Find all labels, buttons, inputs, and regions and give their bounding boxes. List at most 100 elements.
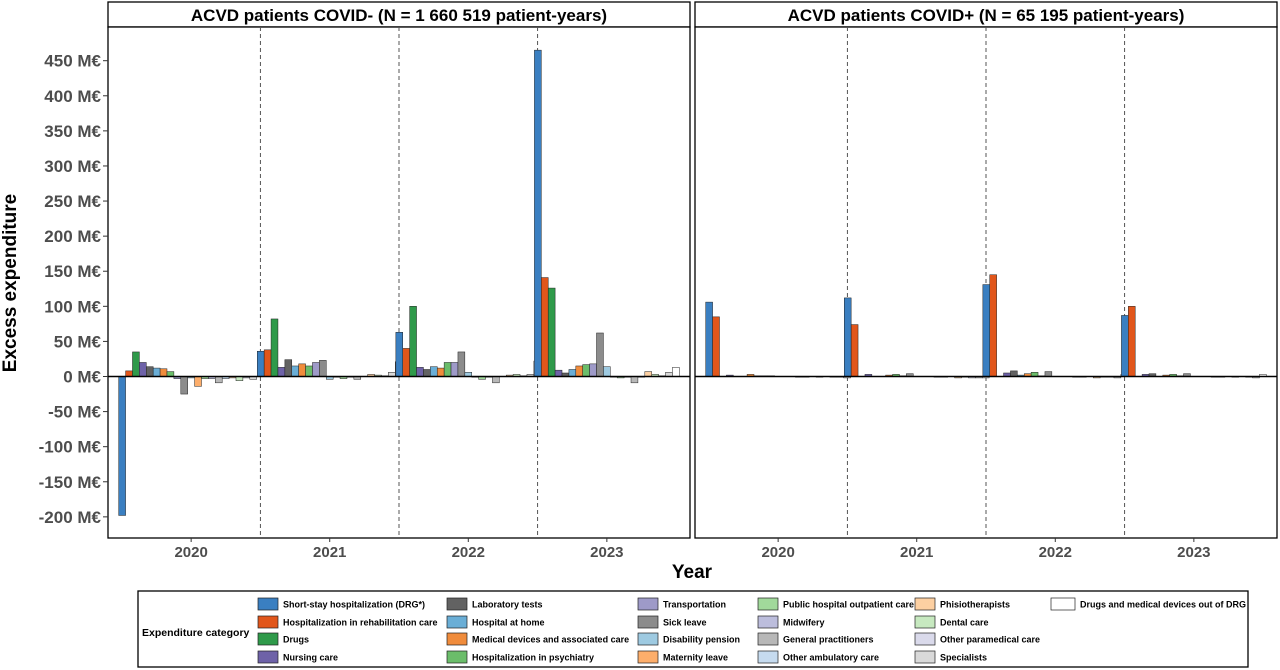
panel-1: ACVD patients COVID- (N = 1 660 519 pati…	[107, 1, 691, 561]
legend-swatch	[637, 615, 659, 629]
y-tick-label: 450 M€	[44, 52, 101, 71]
legend-entry: Laboratory tests	[446, 597, 543, 611]
y-tick-label: 250 M€	[44, 192, 101, 211]
bar-medical-devices-and-associated-care	[298, 363, 306, 377]
bar-sick-leave	[319, 360, 327, 377]
bar-medical-devices-and-associated-care	[159, 368, 168, 377]
legend-swatch	[446, 597, 468, 611]
y-tick-label: -200 M€	[39, 508, 102, 527]
legend-label: Public hospital outpatient care	[783, 600, 914, 610]
legend-swatch	[257, 650, 279, 664]
legend-swatch	[257, 632, 279, 646]
y-axis: -200 M€ -150 M€ -100 M€ -50 M€ 0 M€ 50 M€ 100 …	[39, 52, 108, 527]
legend-swatch	[914, 632, 936, 646]
legend-entry: Transportation	[637, 597, 726, 611]
bar-hospitalization-in-rehabilitation-care	[1128, 306, 1136, 377]
bar-hospitalization-in-rehabilitation-care	[989, 274, 997, 377]
legend-label: Drugs	[283, 635, 309, 645]
bar-hospitalization-in-psychiatry	[582, 364, 590, 377]
legend-title: Expenditure category	[142, 627, 250, 639]
legend-entry: Drugs and medical devices out of DRG	[1050, 597, 1246, 611]
panel-title: ACVD patients COVID+ (N = 65 195 patient…	[788, 6, 1185, 25]
bar-hospitalization-in-psychiatry	[166, 371, 175, 377]
x-tick-label: 2020	[761, 544, 794, 561]
bar-transportation	[450, 362, 459, 377]
bar-hospitalization-in-rehabilitation-care	[263, 349, 272, 377]
legend-swatch	[446, 632, 468, 646]
bar-medical-devices-and-associated-care	[436, 367, 445, 377]
y-tick-label: 0 M€	[63, 368, 101, 387]
y-tick-label: 400 M€	[44, 87, 101, 106]
legend-label: General practitioners	[783, 635, 874, 645]
legend-entry: Medical devices and associated care	[446, 632, 629, 646]
legend-label: Other paramedical care	[940, 635, 1040, 645]
legend-swatch	[914, 615, 936, 629]
y-tick-label: -100 M€	[39, 438, 102, 457]
legend-entry: Hospital at home	[446, 615, 545, 629]
bar-short-stay-hospitalization-drg-	[705, 301, 713, 377]
legend-label: Hospitalization in psychiatry	[472, 653, 594, 663]
legend-label: Midwifery	[783, 618, 825, 628]
x-tick-label: 2023	[590, 544, 623, 561]
bar-phisiotherapists	[644, 371, 652, 377]
y-tick-label: -50 M€	[48, 403, 101, 422]
bar-short-stay-hospitalization-drg-	[982, 284, 990, 377]
legend-label: Disability pension	[663, 635, 740, 645]
bar-hospitalization-in-rehabilitation-care	[125, 370, 133, 377]
bar-general-practitioners	[492, 376, 500, 384]
legend-entry: Hospitalization in rehabilitation care	[257, 615, 438, 629]
legend: Expenditure category Short-stay hospitali…	[137, 590, 1249, 668]
legend-swatch	[757, 597, 779, 611]
bar-group-2021	[257, 318, 403, 380]
legend-entry: Other ambulatory care	[757, 650, 879, 664]
bar-drugs-and-medical-devices-out-of-drg	[672, 367, 680, 377]
bar-group-2020	[118, 351, 264, 516]
legend-entry: Nursing care	[257, 650, 338, 664]
legend-swatch	[257, 615, 279, 629]
bar-sick-leave	[596, 332, 604, 377]
bar-nursing-care	[416, 367, 424, 377]
legend-swatch	[757, 615, 779, 629]
legend-entry: Maternity leave	[637, 650, 728, 664]
x-tick-label: 2020	[174, 544, 207, 561]
legend-entry: Drugs	[257, 632, 309, 646]
panel-header	[107, 1, 691, 28]
bar-drugs	[270, 318, 279, 377]
legend-label: Maternity leave	[663, 653, 728, 663]
legend-label: Transportation	[663, 600, 726, 610]
legend-swatch	[637, 632, 659, 646]
bar-short-stay-hospitalization-drg-	[1121, 315, 1129, 377]
y-tick-label: 150 M€	[44, 262, 101, 281]
legend-swatch	[757, 650, 779, 664]
bar-hospitalization-in-rehabilitation-care	[712, 316, 720, 377]
legend-swatch	[637, 650, 659, 664]
bar-drugs	[547, 287, 556, 377]
legend-swatch	[914, 650, 936, 664]
legend-entry: Public hospital outpatient care	[757, 597, 914, 611]
bar-hospitalization-in-psychiatry	[443, 362, 452, 377]
y-tick-label: 350 M€	[44, 122, 101, 141]
bar-laboratory-tests	[1010, 370, 1018, 377]
bar-sick-leave	[457, 351, 466, 377]
bar-general-practitioners	[215, 376, 223, 384]
legend-entry: Dental care	[914, 615, 989, 629]
y-tick-label: -150 M€	[39, 473, 102, 492]
bar-hospital-at-home	[291, 365, 299, 377]
x-tick-label: 2022	[452, 544, 485, 561]
x-tick-label: 2023	[1177, 544, 1210, 561]
bar-hospitalization-in-rehabilitation-care	[402, 348, 410, 377]
panel-2: ACVD patients COVID+ (N = 65 195 patient…	[694, 1, 1278, 561]
legend-label: Medical devices and associated care	[472, 635, 629, 645]
chart-panels: ACVD patients COVID- (N = 1 660 519 pati…	[107, 1, 1278, 561]
bar-hospitalization-in-rehabilitation-care	[541, 277, 549, 377]
x-tick-label: 2021	[313, 544, 346, 561]
legend-swatch	[1050, 597, 1076, 611]
bar-sick-leave	[180, 376, 188, 395]
y-tick-label: 100 M€	[44, 297, 101, 316]
bar-hospitalization-in-rehabilitation-care	[850, 324, 859, 377]
legend-entry: Specialists	[914, 650, 987, 664]
bar-laboratory-tests	[146, 366, 154, 377]
legend-swatch	[637, 597, 659, 611]
bar-short-stay-hospitalization-drg-	[534, 49, 542, 377]
